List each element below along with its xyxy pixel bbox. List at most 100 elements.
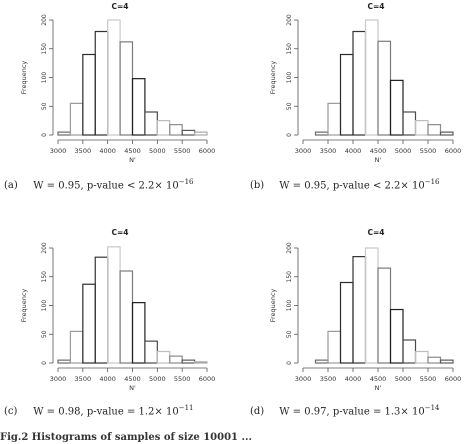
x-tick-label: 6000 (199, 147, 216, 155)
x-tick-label: 5000 (395, 375, 412, 383)
x-axis-label: N' (375, 156, 382, 164)
x-tick-label: 4000 (99, 147, 116, 155)
histogram-bar (169, 355, 183, 364)
histogram-bar (352, 256, 367, 364)
caption-exponent: −14 (424, 404, 440, 412)
histogram-bar (439, 359, 454, 364)
x-tick-label: 3000 (50, 375, 67, 383)
histogram-bar (427, 124, 442, 136)
histogram-bar (144, 340, 158, 364)
x-tick-label: 4500 (370, 147, 387, 155)
x-tick-label: 4500 (124, 375, 141, 383)
histogram-bar (364, 247, 379, 364)
caption-tag: (b) (250, 180, 265, 192)
y-tick-label: 0 (41, 133, 48, 137)
histogram-bar (57, 359, 72, 364)
x-tick-label: 6000 (445, 147, 462, 155)
y-tick-label: 50 (41, 330, 48, 338)
caption-exponent: −11 (178, 404, 194, 412)
histogram-bar (193, 131, 208, 136)
caption-exponent: −16 (424, 178, 440, 186)
x-tick-label: 3500 (320, 147, 337, 155)
histogram-bar (339, 281, 354, 364)
y-tick-label: 100 (41, 72, 48, 84)
x-tick-label: 5000 (149, 375, 166, 383)
histogram-bar (377, 40, 392, 136)
histogram-bar (169, 124, 183, 136)
histogram-panel: 3000 3500 4000 4500 5000 5500 6000 0 50 100 150 200… (269, 2, 461, 164)
x-tick-label: 6000 (445, 375, 462, 383)
y-tick-label: 150 (41, 271, 48, 283)
x-tick-label: 3000 (50, 147, 67, 155)
caption-text: W = 0.95, p-value < 2.2× 10 (279, 180, 425, 192)
y-tick-label: 200 (286, 242, 293, 254)
y-axis-label: Frequency (269, 61, 277, 95)
caption-b: (b) W = 0.95, p-value < 2.2× 10−16 (250, 178, 439, 191)
y-tick-label: 0 (286, 133, 293, 137)
caption-exponent: −16 (178, 178, 194, 186)
histogram-panel: 3000 3500 4000 4500 5000 5500 6000 0 50 100 150 200… (20, 228, 215, 392)
y-tick-label: 50 (286, 330, 293, 338)
x-tick-label: 4500 (124, 147, 141, 155)
y-tick-label: 150 (41, 43, 48, 55)
histogram-bar (402, 339, 417, 364)
y-tick-label: 200 (41, 242, 48, 254)
histogram-bar (131, 302, 146, 364)
caption-text: W = 0.98, p-value = 1.2× 10 (33, 406, 179, 418)
histogram-bar (414, 120, 429, 136)
histogram-bar (131, 78, 146, 136)
y-tick-label: 50 (41, 102, 48, 110)
x-tick-label: 5000 (395, 147, 412, 155)
histogram-bar (339, 53, 354, 136)
caption-tag: (c) (4, 406, 18, 418)
histogram-bar (107, 19, 121, 136)
histogram-bar (156, 350, 171, 364)
x-tick-label: 5500 (174, 375, 191, 383)
x-tick-label: 4000 (345, 375, 362, 383)
histogram-bar (119, 270, 134, 364)
y-tick-label: 100 (286, 72, 293, 84)
histogram-bar (402, 111, 417, 136)
caption-tag: (d) (250, 406, 265, 418)
x-tick-label: 4000 (99, 375, 116, 383)
y-tick-label: 200 (41, 14, 48, 26)
y-tick-label: 100 (41, 300, 48, 312)
x-axis-label: N' (129, 384, 136, 392)
histogram-bar (144, 111, 158, 136)
histogram-bar (414, 350, 429, 364)
x-tick-label: 5000 (149, 147, 166, 155)
caption-d: (d) W = 0.97, p-value = 1.3× 10−14 (250, 404, 439, 417)
histogram-bar (327, 102, 342, 136)
chart-title: C=4 (111, 228, 128, 237)
y-tick-label: 200 (286, 14, 293, 26)
histogram-bar (82, 53, 96, 136)
y-axis-label: Frequency (20, 61, 28, 95)
x-tick-label: 4500 (370, 375, 387, 383)
caption-text: W = 0.97, p-value = 1.3× 10 (279, 406, 425, 418)
histogram-bar (314, 131, 329, 136)
histogram-bar (427, 356, 442, 364)
histogram-bar (82, 283, 96, 364)
histogram-bar (69, 330, 84, 364)
histogram-bar (94, 256, 109, 364)
y-tick-label: 150 (286, 271, 293, 283)
x-tick-label: 3500 (75, 375, 92, 383)
histogram-bar (119, 41, 134, 136)
caption-a: (a) W = 0.95, p-value < 2.2× 10−16 (4, 178, 193, 191)
histogram-bar (57, 131, 72, 136)
x-tick-label: 5500 (420, 375, 437, 383)
histogram-bar (389, 308, 404, 364)
caption-text: W = 0.95, p-value < 2.2× 10 (33, 180, 179, 192)
histogram-bar (193, 361, 208, 364)
caption-c: (c) W = 0.98, p-value = 1.2× 10−11 (4, 404, 193, 417)
histogram-bar (69, 102, 84, 136)
y-tick-label: 0 (286, 361, 293, 365)
x-tick-label: 3000 (295, 375, 312, 383)
y-tick-label: 50 (286, 102, 293, 110)
x-axis-label: N' (375, 384, 382, 392)
y-tick-label: 100 (286, 300, 293, 312)
chart-title: C=4 (367, 228, 384, 237)
figure-footer: Fig.2 Histograms of samples of size 1000… (0, 432, 252, 443)
x-tick-label: 6000 (199, 375, 216, 383)
x-tick-label: 3500 (320, 375, 337, 383)
